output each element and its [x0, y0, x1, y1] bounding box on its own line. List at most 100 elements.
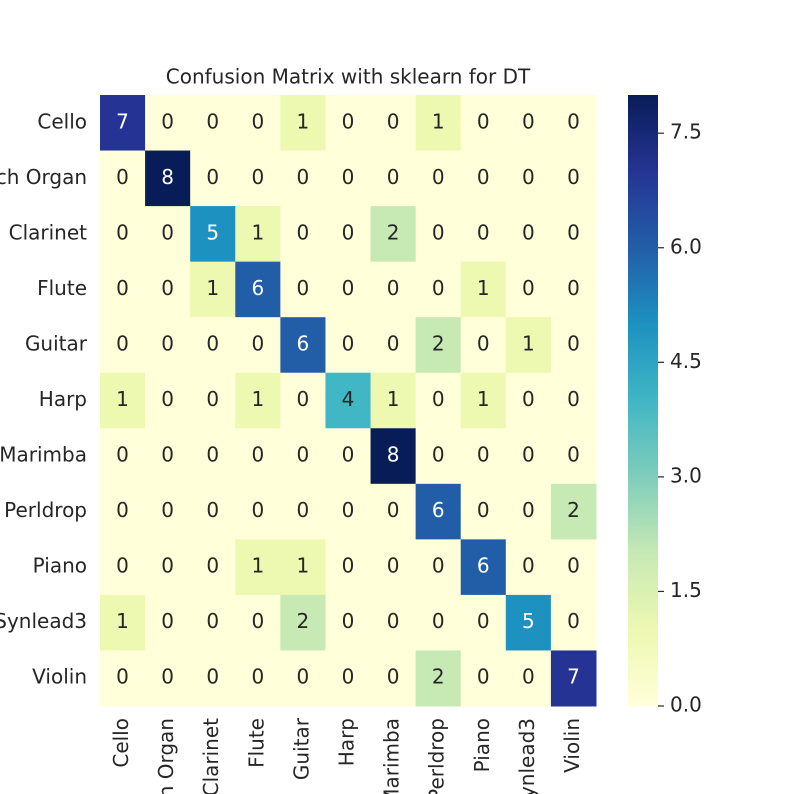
cell-label: 0: [206, 554, 219, 578]
heatmap-cell: [235, 372, 281, 429]
heatmap-cell: [415, 539, 462, 596]
x-tick-label: Piano: [470, 718, 494, 772]
heatmap-cell: [145, 317, 191, 374]
cell-label: 0: [342, 609, 355, 633]
heatmap-cell: [100, 539, 146, 596]
cell-label: 0: [567, 331, 580, 355]
cell-label: 0: [342, 498, 355, 522]
cell-label: 1: [477, 276, 490, 300]
cell-label: 0: [477, 665, 490, 689]
cell-label: 0: [522, 443, 535, 467]
colorbar-tick-label: 0.0: [670, 693, 702, 717]
cell-label: 0: [477, 109, 490, 133]
heatmap-cell: [370, 372, 417, 429]
cell-label: 0: [432, 387, 445, 411]
heatmap-cell: [505, 150, 552, 207]
cell-label: 0: [251, 165, 264, 189]
heatmap-cell: [190, 317, 236, 374]
heatmap-cell: [550, 206, 597, 263]
cell-label: 6: [477, 554, 490, 578]
heatmap-cell: [460, 206, 507, 263]
cell-label: 0: [116, 443, 129, 467]
cell-label: 0: [251, 331, 264, 355]
heatmap-cell: [145, 594, 191, 651]
cell-label: 1: [251, 554, 264, 578]
cell-label: 0: [206, 443, 219, 467]
cell-label: 0: [206, 331, 219, 355]
cell-label: 0: [297, 665, 310, 689]
cell-label: 0: [297, 498, 310, 522]
cell-label: 0: [342, 109, 355, 133]
heatmap-cell: [190, 150, 236, 207]
cell-label: 0: [567, 387, 580, 411]
heatmap-cell: [460, 261, 507, 318]
heatmap-cell: [370, 95, 417, 152]
heatmap-cell: [235, 317, 281, 374]
heatmap-cell: [100, 206, 146, 263]
x-tick-label: Violin: [560, 718, 584, 773]
cell-label: 0: [567, 554, 580, 578]
heatmap-cell: [460, 150, 507, 207]
cell-label: 1: [387, 387, 400, 411]
cell-label: 0: [522, 554, 535, 578]
cell-label: 0: [342, 220, 355, 244]
heatmap-cell: [100, 428, 146, 485]
heatmap-cell: [505, 317, 552, 374]
cell-label: 0: [161, 109, 174, 133]
cell-label: 0: [522, 220, 535, 244]
cell-label: 0: [567, 109, 580, 133]
heatmap-cell: [460, 95, 507, 152]
cell-label: 0: [206, 665, 219, 689]
heatmap-cell: [235, 261, 281, 318]
cell-label: 0: [161, 554, 174, 578]
heatmap-cell: [190, 206, 236, 263]
cell-label: 0: [206, 609, 219, 633]
heatmap-cell: [415, 317, 462, 374]
heatmap-cell: [415, 372, 462, 429]
heatmap-cell: [235, 428, 281, 485]
heatmap-cell: [325, 483, 372, 540]
heatmap-cell: [190, 372, 236, 429]
heatmap-cell: [415, 483, 462, 540]
heatmap-cell: [145, 539, 191, 596]
x-tick-label: Synlead3: [515, 718, 539, 794]
y-tick-label: Flute: [37, 276, 87, 300]
cell-label: 0: [387, 498, 400, 522]
heatmap-cell: [370, 317, 417, 374]
cell-label: 8: [161, 165, 174, 189]
heatmap-cell: [415, 206, 462, 263]
cell-label: 2: [297, 609, 310, 633]
heatmap-cell: [325, 539, 372, 596]
cell-label: 0: [251, 665, 264, 689]
heatmap-cell: [415, 650, 462, 707]
cell-label: 2: [432, 665, 445, 689]
heatmap-cell: [415, 261, 462, 318]
heatmap-cell: [280, 594, 326, 651]
heatmap-cell: [280, 483, 326, 540]
cell-label: 0: [116, 220, 129, 244]
heatmap-cell: [235, 95, 281, 152]
cell-label: 0: [432, 276, 445, 300]
heatmap-cell: [505, 261, 552, 318]
x-tick-label: Marimba: [380, 718, 404, 794]
heatmap-cell: [190, 261, 236, 318]
heatmap-cell: [190, 95, 236, 152]
cell-label: 0: [432, 165, 445, 189]
cell-label: 2: [567, 498, 580, 522]
cell-label: 1: [297, 109, 310, 133]
cell-label: 0: [432, 609, 445, 633]
heatmap-cell: [280, 372, 326, 429]
y-tick-label: Marimba: [0, 443, 87, 467]
cell-label: 1: [477, 387, 490, 411]
heatmap-cell: [100, 594, 146, 651]
cell-label: 7: [116, 109, 129, 133]
cell-label: 0: [477, 443, 490, 467]
heatmap-cell: [505, 483, 552, 540]
cell-label: 0: [251, 443, 264, 467]
heatmap-cell: [550, 428, 597, 485]
heatmap-cell: [100, 317, 146, 374]
heatmap-cell: [505, 539, 552, 596]
cell-label: 0: [161, 331, 174, 355]
cell-label: 0: [477, 220, 490, 244]
cell-label: 0: [567, 276, 580, 300]
